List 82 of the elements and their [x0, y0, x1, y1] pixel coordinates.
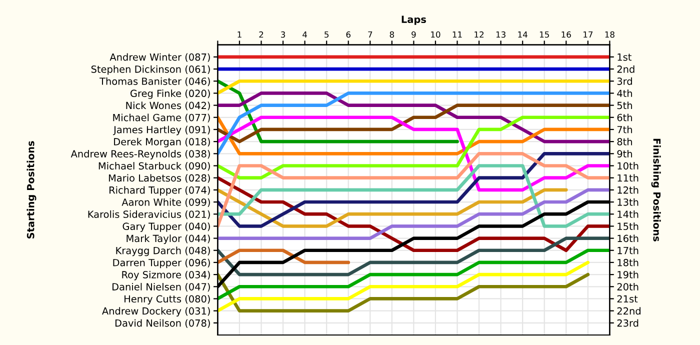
text: Derek Morgan (018) [114, 138, 210, 148]
line-series [218, 236, 610, 276]
line-series [218, 116, 610, 180]
line-series [218, 272, 590, 312]
line-series [218, 92, 610, 144]
x-tick-label: 9 [412, 31, 416, 38]
text: Andrew Dockery (031) [102, 307, 210, 317]
y2-tick-label: 15th [618, 222, 638, 230]
line-series [218, 116, 610, 192]
line-series [218, 248, 610, 300]
line-series [218, 188, 610, 240]
y2-tick-label: 19th [618, 270, 638, 278]
text: Roy Sizmore (034) [122, 270, 210, 280]
line-series [218, 92, 610, 156]
x-tick-label: 7 [368, 31, 372, 38]
text: Michael Starbuck (090) [98, 162, 210, 171]
text: Stephen Dickinson (061) [91, 65, 210, 75]
text: Henry Cutts (080) [124, 295, 210, 304]
line-series [218, 116, 610, 156]
y2-tick-label: 7th [617, 126, 632, 134]
x-tick-label: 5 [324, 31, 329, 38]
x-tick-label: 13 [496, 31, 506, 38]
text: Greg Finke (020) [130, 90, 210, 99]
y2-axis-title: Finishing Positions [651, 138, 661, 242]
text: David Neilson (078) [115, 319, 210, 328]
y2-tick-label: 8th [617, 138, 632, 146]
y2-tick-label: 20th [617, 282, 638, 290]
text: Richard Tupper (074) [110, 186, 210, 196]
line-series [218, 152, 610, 228]
text: Michael Game (077) [113, 114, 210, 122]
y2-tick-label: 4th [617, 90, 632, 97]
x-tick-label: 2 [259, 31, 264, 38]
y2-tick-label: 17th [618, 246, 638, 254]
text: Starting Positions [26, 141, 36, 238]
y2-tick-label: 2nd [617, 65, 634, 73]
x-axis-title: Laps [402, 16, 426, 25]
text: Darren Tupper (096) [113, 258, 210, 268]
text: Aaron White (099) [122, 198, 210, 207]
y2-tick-label: 10th [618, 162, 638, 170]
y2-tick-label: 1st [618, 54, 632, 61]
text: Karolis Sideravicius (021) [88, 210, 210, 220]
x-tick-label: 3 [281, 31, 286, 38]
x-tick-label: 11 [452, 31, 462, 38]
y2-tick-label: 3rd [617, 77, 632, 85]
text: Andrew Rees-Reynolds (038) [70, 150, 210, 160]
x-tick-label: 15 [540, 31, 549, 38]
y2-tick-label: 16th [618, 234, 638, 242]
text: Kraygg Darch (048) [116, 246, 210, 256]
text: Nick Wones (042) [126, 102, 210, 110]
line-series [218, 188, 568, 228]
text: Mario Labetsos (028) [108, 174, 210, 183]
y2-tick-label: 14th [618, 210, 638, 218]
y2-tick-label: 18th [618, 258, 638, 266]
y2-tick-label: 23rd [617, 319, 638, 327]
text: Thomas Banister (046) [100, 77, 210, 86]
y2-tick-label: 12th [618, 186, 638, 194]
y2-tick-label: 22nd [617, 307, 640, 315]
text: James Hartley (091) [113, 126, 210, 136]
text: Daniel Nielsen (047) [112, 282, 210, 292]
line-series [218, 104, 610, 144]
x-tick-label: 18 [605, 31, 614, 38]
line-series [218, 164, 610, 228]
text: Gary Tupper (040) [122, 222, 210, 232]
x-tick-label: 17 [584, 31, 593, 38]
line-series [218, 176, 610, 252]
x-tick-label: 6 [346, 31, 350, 38]
x-tick-label: 8 [390, 31, 394, 38]
y2-tick-label: 13th [618, 198, 638, 206]
text: Andrew Winter (087) [110, 53, 210, 62]
x-tick-label: 1 [238, 31, 242, 38]
x-tick-label: 16 [562, 31, 571, 38]
y2-tick-label: 9th [617, 150, 632, 158]
y2-tick-label: 6th [617, 114, 632, 122]
x-tick-label: 10 [431, 31, 440, 38]
y2-tick-label: 11th [618, 174, 638, 182]
y2-tick-label: 5th [617, 102, 632, 110]
x-tick-label: 14 [518, 31, 528, 38]
line-series [218, 260, 590, 312]
text: Mark Taylor (044) [126, 234, 210, 244]
x-tick-label: 12 [474, 31, 484, 38]
x-tick-label: 4 [302, 31, 307, 38]
y2-tick-label: 21st [617, 295, 638, 303]
